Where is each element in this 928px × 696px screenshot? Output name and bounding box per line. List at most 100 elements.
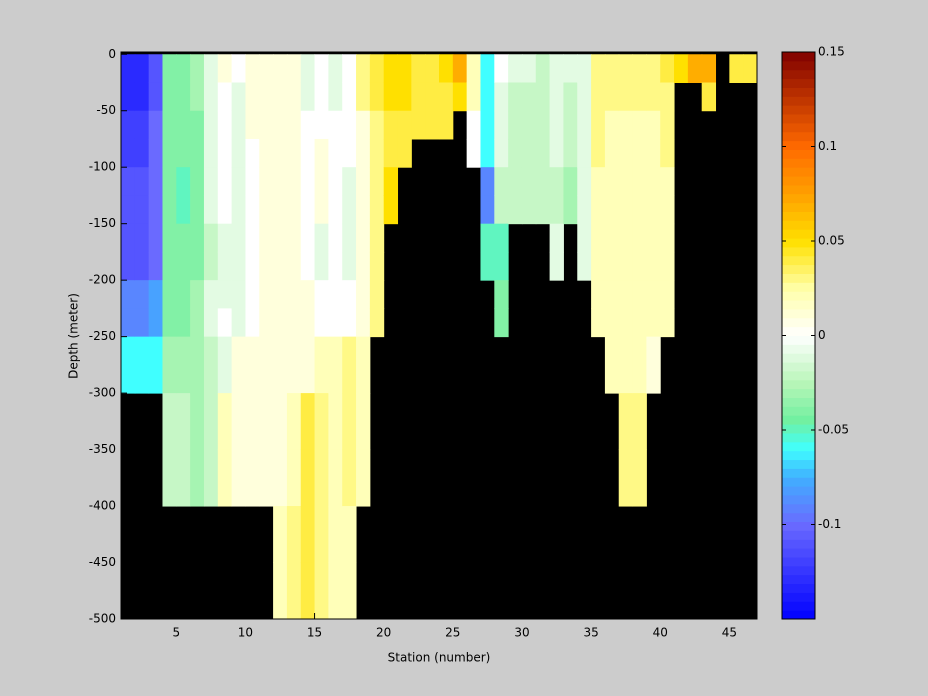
cell — [328, 449, 343, 507]
cell — [217, 82, 233, 112]
cell — [356, 138, 371, 168]
cell — [273, 82, 288, 112]
cell — [604, 308, 620, 338]
colorbar-step — [782, 96, 815, 106]
cell — [521, 195, 537, 225]
cell — [273, 506, 288, 564]
cell — [231, 280, 246, 309]
cell — [563, 54, 578, 83]
cell — [646, 167, 661, 196]
cell — [632, 110, 647, 140]
cell — [259, 54, 274, 83]
cell — [618, 82, 634, 112]
cell — [646, 195, 661, 225]
cell — [259, 223, 274, 253]
cell — [300, 506, 316, 564]
cell — [591, 308, 606, 338]
cell — [618, 280, 634, 309]
cell — [356, 280, 371, 309]
cell — [190, 308, 205, 338]
cell — [286, 195, 302, 225]
cell — [591, 138, 606, 168]
cell — [604, 138, 620, 168]
cell — [217, 280, 233, 309]
cell — [121, 336, 136, 394]
cell — [342, 82, 357, 112]
cell — [121, 280, 136, 309]
cell — [604, 336, 620, 394]
cell — [162, 280, 177, 309]
cell — [314, 54, 329, 83]
cell — [273, 167, 288, 196]
cell — [121, 54, 136, 83]
y-tick-label: -450 — [89, 555, 116, 569]
cell — [494, 308, 509, 338]
cell — [148, 336, 163, 394]
cell — [425, 110, 440, 140]
cell — [577, 223, 592, 253]
colorbar-step — [782, 184, 815, 195]
cell — [148, 223, 163, 253]
colorbar-step — [782, 167, 815, 177]
cell — [660, 223, 675, 253]
cell — [632, 280, 647, 309]
cell — [660, 54, 675, 83]
cell — [314, 336, 329, 394]
cell — [134, 223, 150, 253]
cell — [300, 449, 316, 507]
cell — [494, 251, 509, 281]
colorbar-step — [782, 406, 815, 416]
cell — [217, 336, 233, 394]
cell — [314, 138, 329, 168]
y-tick-label: -350 — [89, 442, 116, 456]
cell — [286, 223, 302, 253]
cell — [439, 54, 454, 83]
cell — [494, 54, 509, 83]
y-axis-label: Depth (meter) — [67, 293, 81, 379]
cell — [535, 167, 551, 196]
cell — [632, 167, 647, 196]
cell — [148, 195, 163, 225]
cell — [273, 110, 288, 140]
colorbar-step — [782, 388, 815, 399]
cell — [632, 449, 647, 507]
cell — [646, 82, 661, 112]
cell — [480, 167, 495, 196]
cell — [203, 251, 219, 281]
cell — [273, 280, 288, 309]
cell — [286, 82, 302, 112]
cell — [521, 82, 537, 112]
cell — [300, 167, 316, 196]
cell — [618, 308, 634, 338]
cell — [217, 138, 233, 168]
cell — [259, 195, 274, 225]
cell — [217, 167, 233, 196]
colorbar-tick-label: 0.1 — [818, 139, 837, 153]
cell — [134, 54, 150, 83]
cell — [356, 393, 371, 451]
cell — [273, 449, 288, 507]
cell — [273, 308, 288, 338]
cell — [134, 167, 150, 196]
cell — [632, 82, 647, 112]
cell — [300, 393, 316, 451]
cell — [549, 82, 564, 112]
cell — [190, 110, 205, 140]
cell — [245, 393, 260, 451]
cell — [176, 308, 191, 338]
cell — [604, 54, 620, 83]
plot-frame — [120, 51, 758, 620]
cell — [328, 562, 343, 620]
cell — [563, 110, 578, 140]
colorbar-step — [782, 255, 815, 266]
cell — [549, 195, 564, 225]
cell — [134, 336, 150, 394]
cell — [577, 82, 592, 112]
y-tick-label: -200 — [89, 273, 116, 287]
cell — [328, 110, 343, 140]
cell — [162, 110, 177, 140]
cell — [425, 54, 440, 83]
colorbar-tick-label: 0.05 — [818, 234, 845, 248]
cell — [328, 138, 343, 168]
colorbar-step — [782, 574, 815, 585]
